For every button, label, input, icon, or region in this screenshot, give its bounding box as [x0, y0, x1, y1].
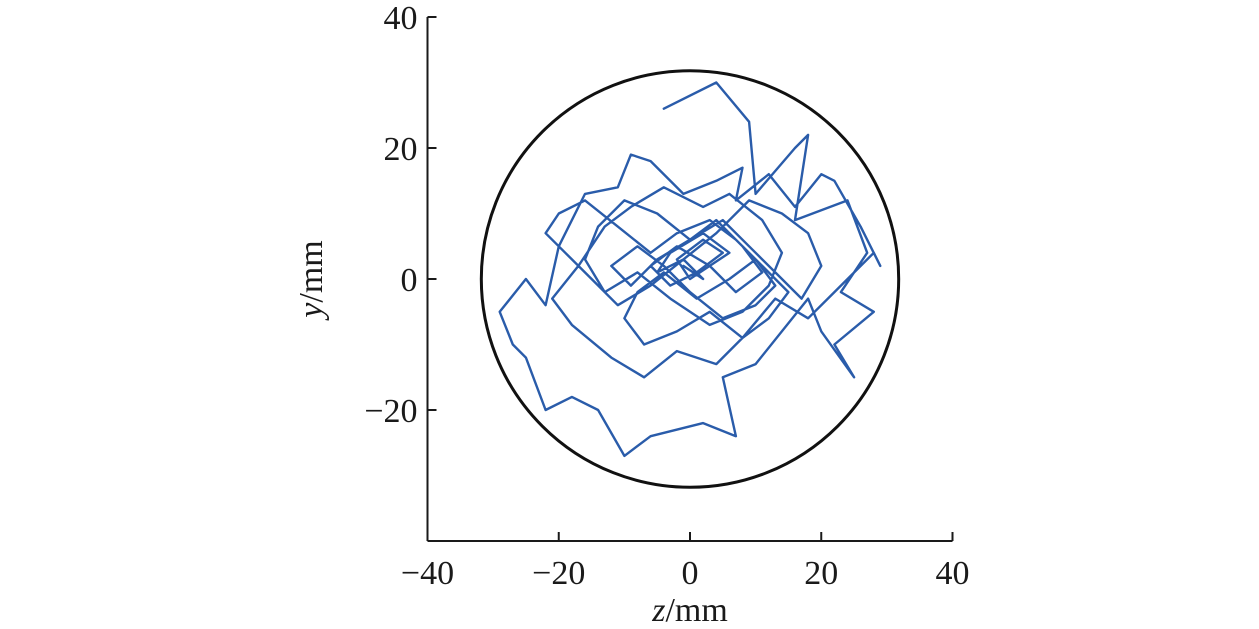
x-axis-unit: /mm: [665, 592, 727, 629]
plot-area: [479, 69, 901, 489]
y-axis-variable: y: [293, 302, 330, 321]
x-axis-title: z/mm: [651, 592, 728, 629]
y-axis-unit: /mm: [293, 240, 330, 302]
x-tick-label: 40: [936, 555, 970, 592]
y-tick-label: −20: [364, 393, 417, 430]
x-tick-label: 20: [804, 555, 838, 592]
y-tick-label: 20: [384, 131, 418, 168]
x-tick-label: −40: [401, 555, 454, 592]
y-axis-title: y/mm: [293, 240, 330, 320]
ticks: −20 0 20 40 −40 −20 0 20 40: [364, 0, 969, 592]
y-tick-label: 0: [401, 262, 418, 299]
x-axis-variable: z: [651, 592, 665, 629]
trajectory-series-line: [498, 81, 882, 458]
y-tick-label: 40: [384, 0, 418, 37]
x-tick-label: −20: [532, 555, 585, 592]
x-tick-label: 0: [682, 555, 699, 592]
boundary-circle: [479, 69, 901, 489]
